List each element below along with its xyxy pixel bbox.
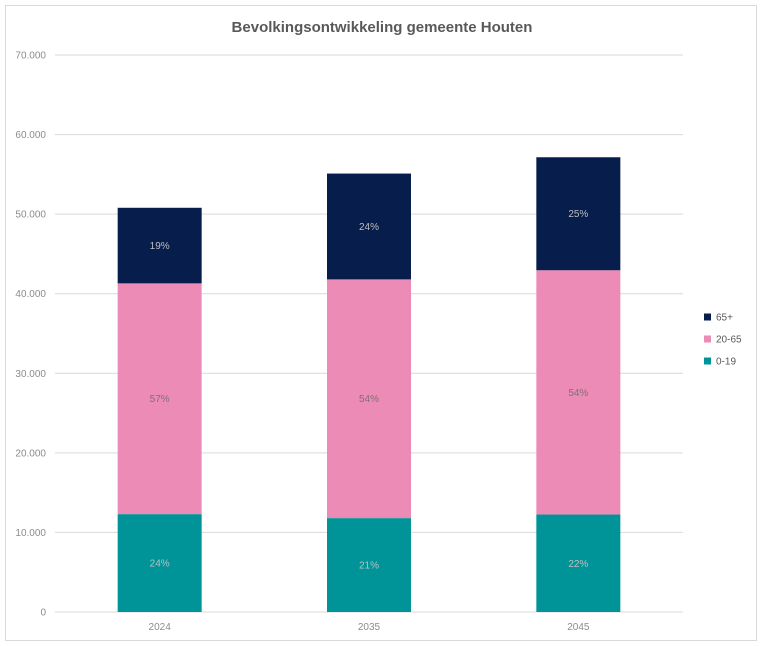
legend-swatch-0-19 bbox=[704, 357, 711, 365]
x-tick-label: 2045 bbox=[567, 622, 590, 633]
chart-title: Bevolkingsontwikkeling gemeente Houten bbox=[232, 19, 533, 36]
legend-label: 65+ bbox=[716, 313, 733, 324]
x-axis: 2024 2035 2045 bbox=[149, 622, 590, 633]
data-label: 24% bbox=[150, 559, 170, 570]
y-tick-label: 70.000 bbox=[15, 51, 46, 62]
legend-label: 20-65 bbox=[716, 335, 742, 346]
bar-segment-20-65-2045 bbox=[536, 270, 621, 515]
bars: 24% 57% 19% 21% 54% 24% 22% 54% 25% bbox=[117, 157, 621, 612]
y-tick-label: 60.000 bbox=[15, 130, 46, 141]
data-label: 54% bbox=[359, 394, 379, 405]
bar-segment-0-19-2045 bbox=[536, 514, 621, 612]
bar-segment-65+-2045 bbox=[536, 157, 621, 271]
bar-segment-65+-2035 bbox=[327, 173, 411, 280]
y-tick-label: 0 bbox=[40, 608, 46, 619]
bar-segment-20-65-2035 bbox=[327, 279, 411, 519]
data-label: 24% bbox=[359, 222, 379, 233]
legend-swatch-65+ bbox=[704, 313, 711, 321]
y-tick-label: 20.000 bbox=[15, 448, 46, 459]
bar-segment-0-19-2024 bbox=[117, 514, 202, 612]
y-tick-label: 30.000 bbox=[15, 369, 46, 380]
legend: 65+ 20-65 0-19 bbox=[704, 313, 742, 368]
data-label: 25% bbox=[568, 209, 588, 220]
x-tick-label: 2024 bbox=[149, 622, 172, 633]
data-label: 54% bbox=[568, 388, 588, 399]
y-tick-label: 10.000 bbox=[15, 528, 46, 539]
y-tick-label: 50.000 bbox=[15, 210, 46, 221]
data-label: 21% bbox=[359, 561, 379, 572]
bar-segment-0-19-2035 bbox=[327, 518, 411, 612]
legend-swatch-20-65 bbox=[704, 335, 711, 343]
x-tick-label: 2035 bbox=[358, 622, 381, 633]
legend-label: 0-19 bbox=[716, 357, 736, 368]
bar-segment-20-65-2024 bbox=[117, 283, 202, 515]
y-tick-label: 40.000 bbox=[15, 289, 46, 300]
bar-segment-65+-2024 bbox=[117, 207, 202, 284]
data-label: 57% bbox=[150, 394, 170, 405]
data-label: 19% bbox=[150, 241, 170, 252]
data-label: 22% bbox=[568, 559, 588, 570]
y-axis: 0 10.000 20.000 30.000 40.000 50.000 60.000 70.… bbox=[15, 51, 46, 619]
